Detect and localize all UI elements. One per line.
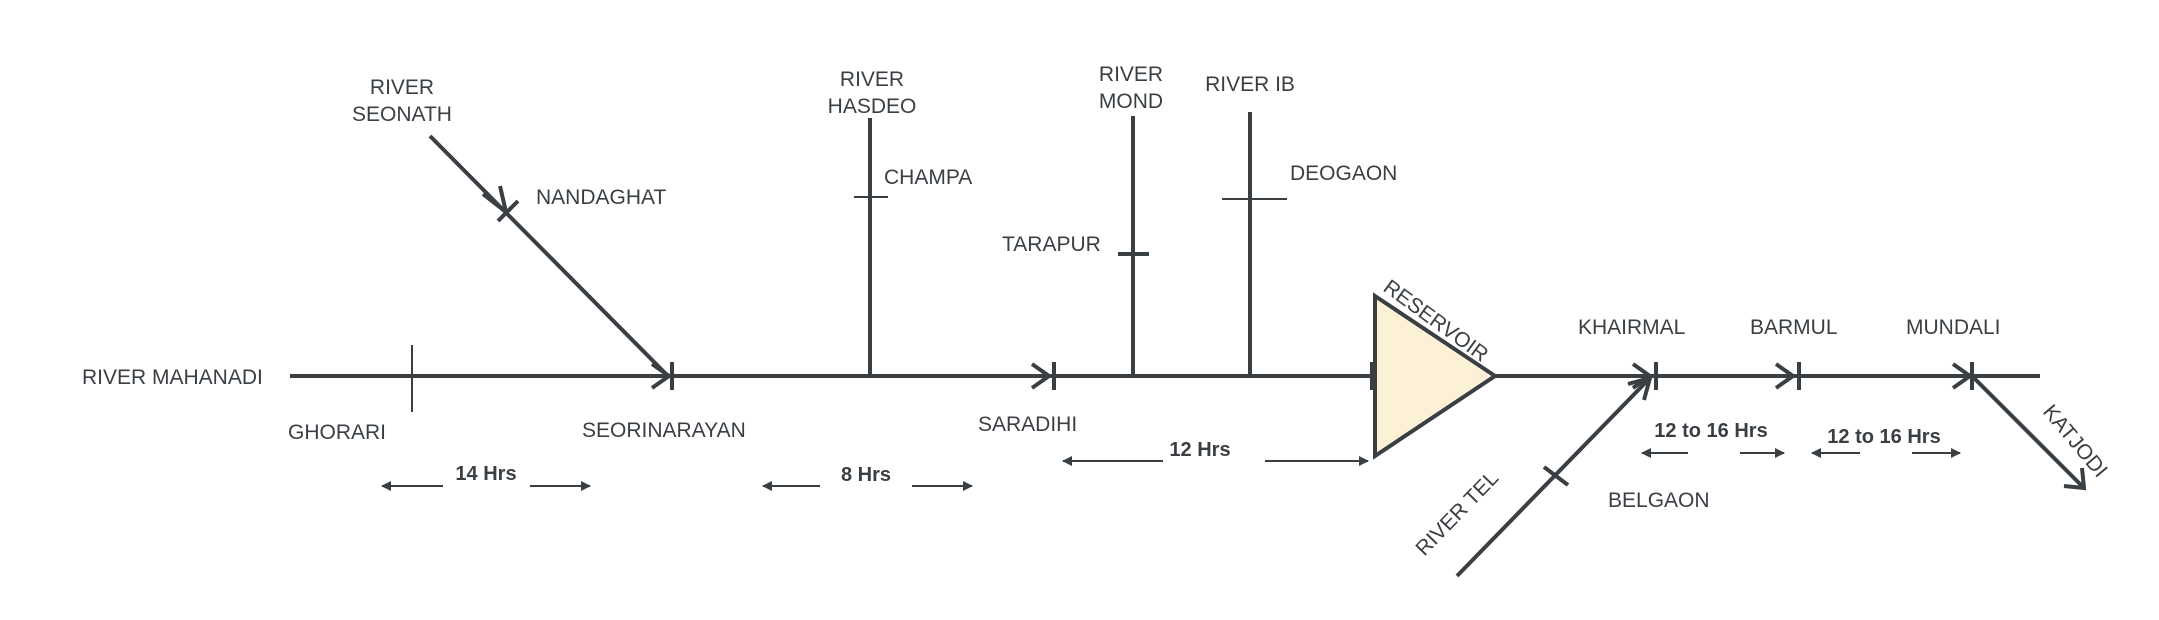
duration-12h: 12 Hrs [1169,439,1230,461]
belgaon-label: BELGAON [1608,489,1710,512]
duration-khairmal-barmul: 12 to 16 Hrs [1654,420,1767,442]
katjodi-arrow-head [2063,467,2087,491]
mundali-label: MUNDALI [1906,316,2001,339]
reservoir-triangle [1373,292,1499,460]
seorinarayan-arrow-head [650,362,673,390]
khairmal-label: KHAIRMAL [1578,316,1685,339]
seorinarayan-label: SEORINARAYAN [582,419,746,442]
main-river-label: RIVER MAHANADI [82,366,263,389]
deogaon-label: DEOGAON [1290,162,1397,185]
mond-label-line1: RIVER [1099,63,1163,86]
katjodi-label: KATJODI [2038,400,2112,482]
barmul-arrow-head [1774,362,1797,390]
barmul-label: BARMUL [1750,316,1838,339]
ib-label: RIVER IB [1205,73,1295,96]
hasdeo-label-line1: RIVER [840,68,904,91]
mond-label-line2: MOND [1099,90,1163,113]
ghorari-label: GHORARI [288,421,386,444]
tarapur-label: TARAPUR [1002,233,1101,256]
seonath-river-line [428,134,670,378]
tel-arrow-head [1627,375,1653,401]
seonath-label-line2: SEONATH [352,103,452,126]
belgaon-tick [1542,465,1570,487]
saradihi-arrow-head [1030,362,1053,390]
katjodi-river-line [1970,374,2084,488]
tel-label: RIVER TEL [1411,467,1503,561]
hasdeo-label-line2: HASDEO [828,95,917,118]
tel-river-line [1455,376,1652,578]
seonath-label-line1: RIVER [370,76,434,99]
nandaghat-label: NANDAGHAT [536,186,666,209]
duration-barmul-mundali: 12 to 16 Hrs [1827,426,1940,448]
duration-14h: 14 Hrs [455,463,516,485]
saradihi-label: SARADIHI [978,413,1077,436]
nandaghat-tick [496,199,520,223]
duration-8h: 8 Hrs [841,464,891,486]
champa-label: CHAMPA [884,166,972,189]
